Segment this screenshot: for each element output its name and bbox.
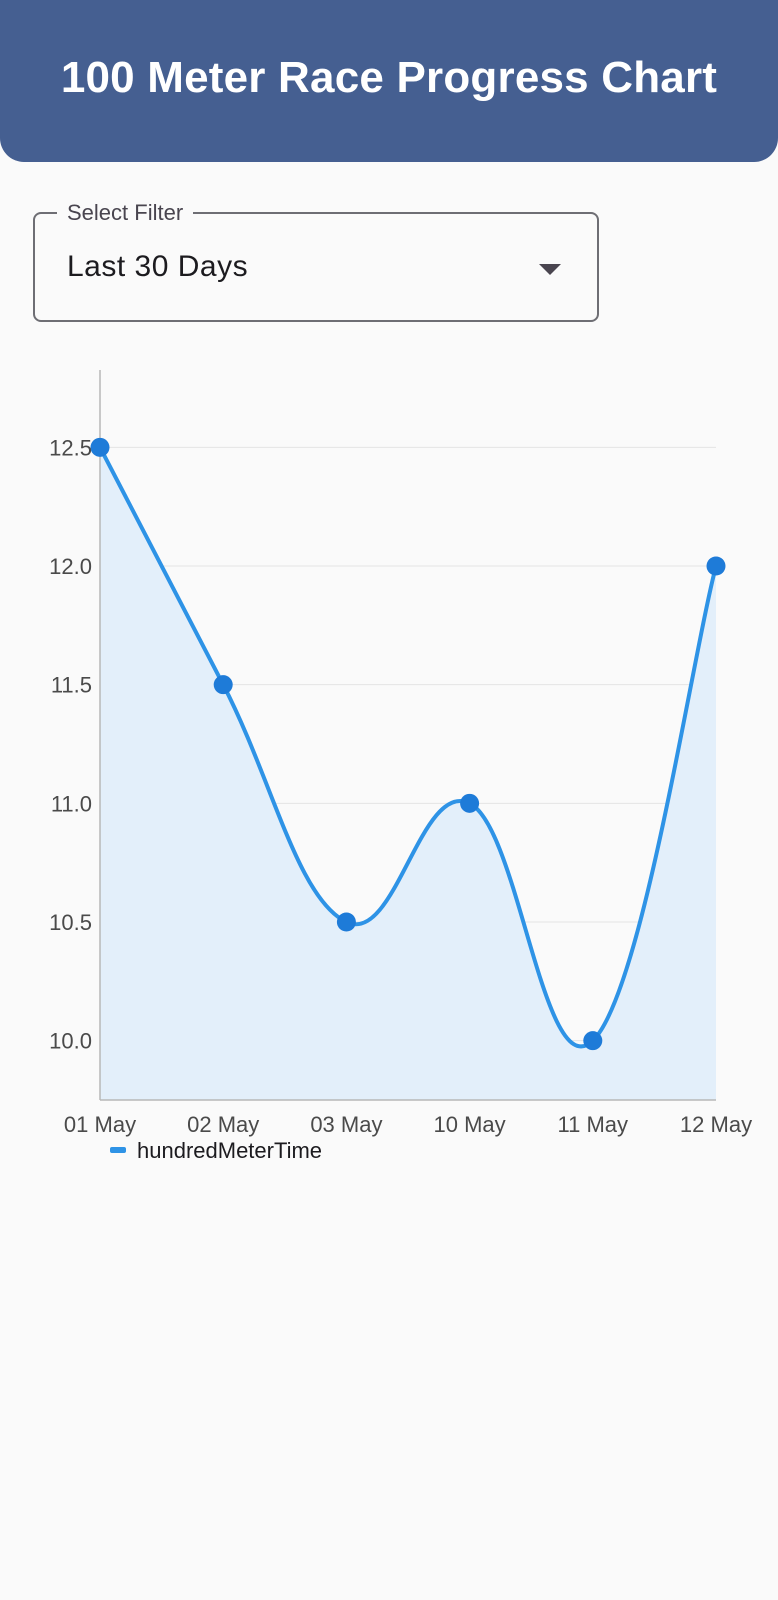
y-tick-label: 12.0 (49, 554, 92, 579)
line-chart: 10.0 10.5 11.0 11.5 12.0 12.5 01 May 02 May 03 M… (0, 370, 778, 1170)
x-tick-label: 02 May (187, 1112, 259, 1137)
data-point (706, 556, 726, 576)
app-header: 100 Meter Race Progress Chart (0, 0, 778, 162)
legend-swatch (110, 1147, 126, 1153)
y-tick-label: 12.5 (49, 435, 92, 460)
x-tick-label: 10 May (434, 1112, 506, 1137)
x-tick-label: 03 May (310, 1112, 382, 1137)
chart-svg: 10.0 10.5 11.0 11.5 12.0 12.5 01 May 02 May 03 M… (49, 370, 752, 1163)
data-point (213, 675, 233, 695)
series-line-hundredMeterTime (98, 446, 718, 1049)
data-point (90, 437, 110, 457)
x-tick-label: 12 May (680, 1112, 752, 1137)
page-title: 100 Meter Race Progress Chart (60, 53, 718, 102)
filter-selected-value: Last 30 Days (67, 250, 249, 283)
data-point (336, 912, 356, 932)
y-tick-label: 10.0 (49, 1029, 92, 1054)
filter-label: Select Filter (57, 198, 194, 228)
dropdown-arrow-icon (539, 264, 561, 275)
filter-dropdown[interactable]: Select Filter Last 30 Days (33, 198, 599, 322)
x-tick-label: 11 May (558, 1112, 629, 1137)
y-tick-label: 11.5 (51, 673, 92, 698)
data-point (583, 1031, 603, 1051)
y-tick-label: 11.0 (51, 791, 92, 816)
x-tick-label: 01 May (64, 1112, 136, 1137)
legend-label: hundredMeterTime (137, 1138, 322, 1163)
data-point (460, 793, 480, 813)
area-fill (100, 447, 716, 1100)
y-tick-label: 10.5 (49, 910, 92, 935)
